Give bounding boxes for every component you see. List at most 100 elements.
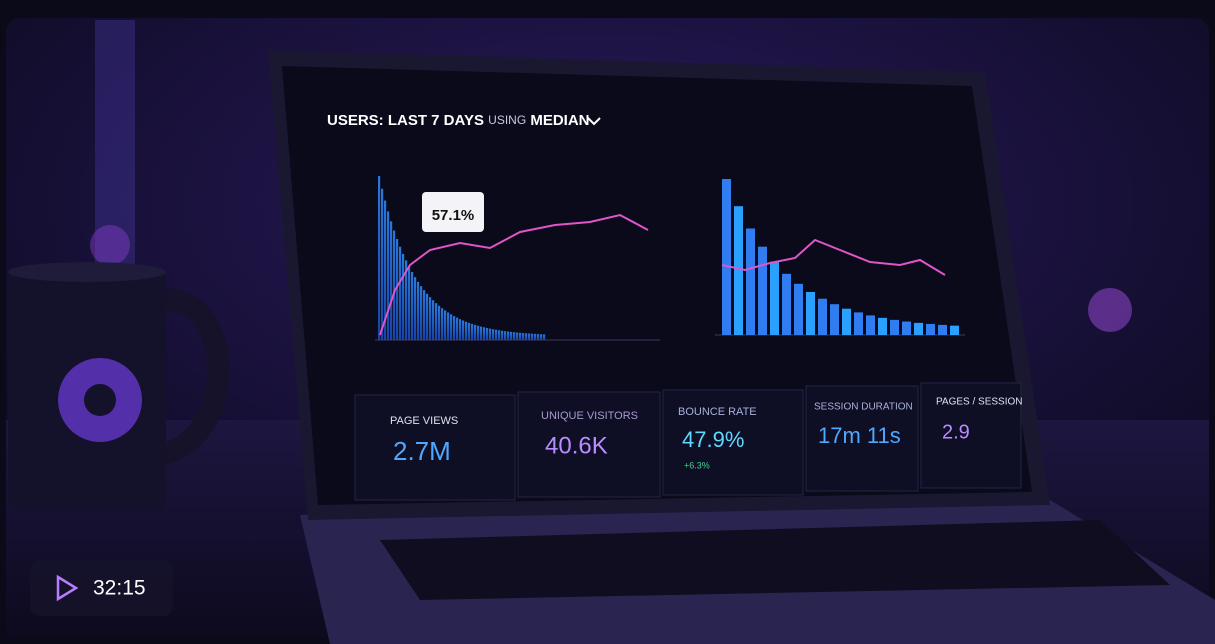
duration: 32:15 <box>93 577 146 600</box>
decor-bar <box>393 230 396 340</box>
kpi-row <box>354 382 1022 501</box>
decor-bar <box>758 246 767 335</box>
decor-bar <box>770 261 779 335</box>
bokeh <box>90 225 130 265</box>
decor-bar <box>474 324 477 340</box>
decor-bar <box>782 273 791 335</box>
decor-bar <box>399 246 402 340</box>
decor-bar <box>818 298 827 335</box>
decor-bar <box>507 331 510 340</box>
decor-bar <box>537 334 540 340</box>
kpi-label: PAGE VIEWS <box>390 415 458 427</box>
bokeh <box>1088 288 1132 332</box>
decor-bar <box>830 304 839 335</box>
decor-bar <box>938 324 947 335</box>
kpi-value: 40.6K <box>545 432 608 459</box>
decor-bar <box>489 328 492 340</box>
decor-bar <box>378 176 381 340</box>
decor-bar <box>522 333 525 340</box>
decor-bar <box>381 188 384 340</box>
kpi-value: 2.9 <box>942 421 970 443</box>
decor-bar <box>492 329 495 340</box>
decor-bar <box>441 308 444 340</box>
decor-bar <box>534 333 537 340</box>
left-chart <box>375 176 660 341</box>
kpi-label: SESSION DURATION <box>814 402 913 413</box>
decor-bar <box>432 300 435 340</box>
decor-bar <box>426 293 429 340</box>
kpi-value: 2.7M <box>393 436 451 466</box>
decor-bar <box>429 297 432 340</box>
decor-bar <box>459 319 462 340</box>
decor-bar <box>510 331 513 340</box>
decor-bar <box>420 286 423 340</box>
tooltip-value: 57.1% <box>432 207 475 224</box>
decor-bar <box>734 206 743 335</box>
duration-badge[interactable] <box>30 560 173 616</box>
decor-bar <box>926 323 935 335</box>
decor-bar <box>528 333 531 340</box>
decor-bar <box>878 317 887 335</box>
decor-bar <box>722 179 731 335</box>
decor-bar <box>414 277 417 340</box>
kpi-change: +6.3% <box>684 460 710 470</box>
decor-bar <box>516 332 519 340</box>
decor-bar <box>495 329 498 340</box>
kpi-value: 47.9% <box>682 427 744 452</box>
decor-bar <box>498 330 501 340</box>
decor-bar <box>866 315 875 335</box>
decor-bar <box>842 308 851 335</box>
decor-bar <box>423 290 426 340</box>
right-chart <box>715 179 965 336</box>
kpi-value: 17m 11s <box>818 423 901 448</box>
decor-bar <box>501 330 504 340</box>
decor-bar <box>504 331 507 340</box>
decor-bar <box>450 314 453 340</box>
decor-bar <box>417 281 420 340</box>
decor-bar <box>444 310 447 340</box>
decor-bar <box>387 211 390 340</box>
decor-bar <box>405 260 408 340</box>
decor-bar <box>519 332 522 340</box>
decor-bar <box>402 253 405 340</box>
keyboard <box>380 520 1170 600</box>
decor-bar <box>540 334 543 340</box>
decor-bar <box>468 322 471 340</box>
decor-bar <box>408 266 411 340</box>
decor-bar <box>531 333 534 340</box>
decor-bar <box>486 328 489 340</box>
decor-bar <box>453 316 456 340</box>
decor-bar <box>525 333 528 340</box>
decor-bar <box>456 317 459 340</box>
decor-bar <box>447 312 450 340</box>
decor-bar <box>806 292 815 335</box>
decor-bar <box>854 312 863 335</box>
decor-bar <box>902 321 911 335</box>
decor-bar <box>513 332 516 340</box>
decor-bar <box>465 321 468 340</box>
decor-bar <box>890 319 899 335</box>
kpi-label: PAGES / SESSION <box>936 397 1023 408</box>
decor-bar <box>411 272 414 340</box>
decor-bar <box>914 322 923 335</box>
dashboard-title: USERS: LAST 7 DAYS USING MEDIAN <box>327 112 590 129</box>
play-icon[interactable] <box>56 574 79 602</box>
decor-bar <box>746 228 755 335</box>
kpi-label: UNIQUE VISITORS <box>541 410 638 422</box>
tooltip <box>422 192 484 232</box>
decor-bar <box>471 323 474 340</box>
kpi-label: BOUNCE RATE <box>678 406 757 418</box>
decor-bar <box>543 334 546 340</box>
decor-bar <box>438 305 441 340</box>
dropdown-icon[interactable] <box>587 117 601 126</box>
decor-bar <box>794 283 803 335</box>
decor-bar <box>462 320 465 340</box>
decor-bar <box>435 303 438 340</box>
decor-bar <box>477 325 480 340</box>
decor-bar <box>384 200 387 340</box>
decor-bar <box>396 238 399 340</box>
mug <box>8 262 230 510</box>
decor-bar <box>390 221 393 340</box>
decor-bar <box>950 325 959 335</box>
